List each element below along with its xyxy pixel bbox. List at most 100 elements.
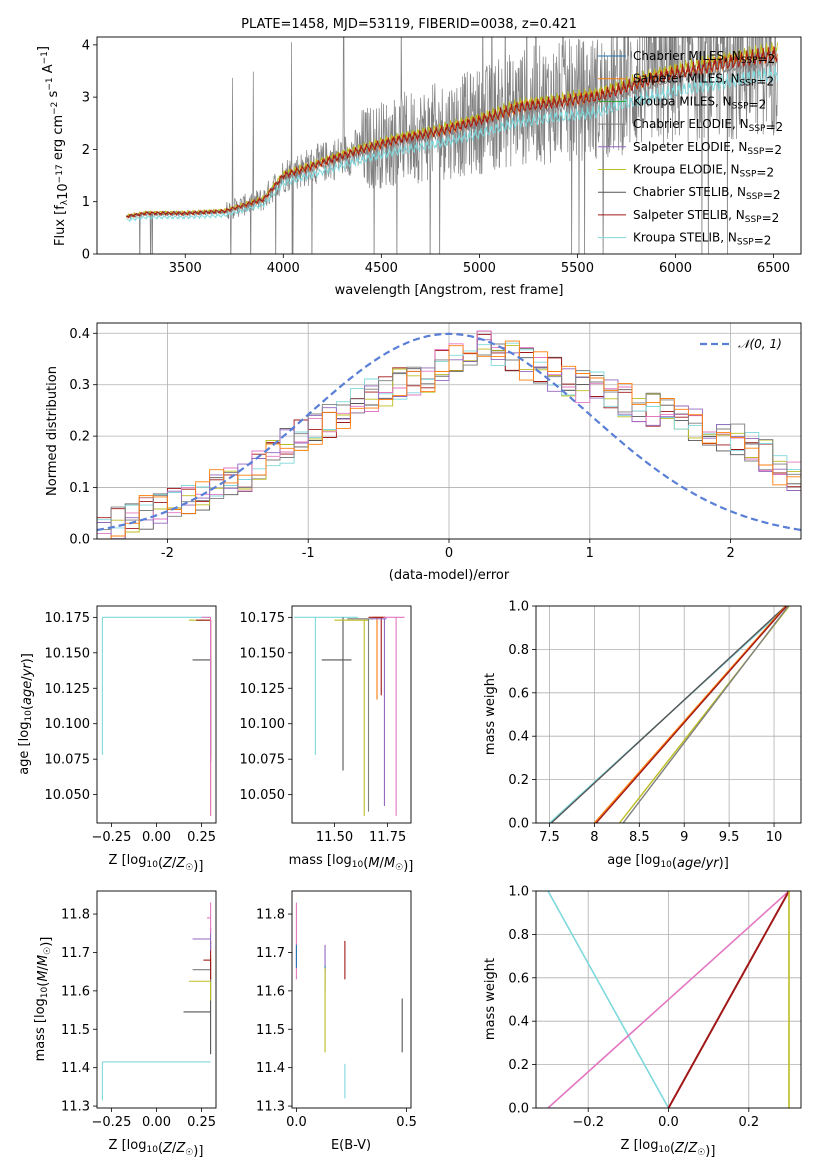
y-tick-label: 0.1 [69,481,90,496]
x-tick-label: 9 [680,830,688,845]
axes-frame [96,36,802,255]
massweight-vs-z-plot-area [547,891,790,1108]
y-tick-label: 10.125 [45,682,91,697]
y-tick-label: 11.8 [61,908,90,923]
y-tick-label: 11.4 [256,1061,285,1076]
y-tick-label: 0.6 [508,971,529,986]
histogram-pink [97,330,801,539]
x-tick-label: 0 [445,546,453,561]
series-salpeter_stelib [595,606,788,823]
legend-label: Salpeter ELODIE, NSSP=2 [633,140,782,157]
x-tick-label: 0.00 [142,1115,171,1130]
x-tick-label: 9.5 [719,830,740,845]
axes-frame [96,605,217,824]
x-tick-label: −0.25 [92,830,132,845]
spectrum-xlabel: wavelength [Angstrom, rest frame] [335,283,564,298]
y-tick-label: 10.075 [240,753,286,768]
axes-frame [291,890,412,1109]
series-salpeter_miles [593,606,787,823]
y-tick-label: 10.050 [240,788,286,803]
x-tick-label: 1 [586,546,594,561]
y-tick-label: 10.100 [45,717,91,732]
y-tick-label: 10.175 [45,611,91,626]
massweight-vs-z-ylabel: mass weight [483,958,498,1040]
y-tick-label: 10.175 [240,611,286,626]
x-tick-label: 0.25 [187,830,216,845]
x-tick-label: 0.0 [658,1115,679,1130]
y-tick-label: 3 [82,91,90,106]
spectrum-ylabel: Flux [fλ10−17 erg cm−2 s−1 A−1] [36,46,71,246]
normal-curve-line [97,332,801,532]
legend-label: Salpeter STELIB, NSSP=2 [633,208,779,225]
y-tick-label: 0.2 [508,1058,529,1073]
axes-frame [535,605,802,824]
y-tick-label: 1.0 [508,885,529,900]
axes-frame [291,605,412,824]
x-tick-label: 11.75 [369,830,406,845]
residuals-legend: 𝒩(0, 1) [700,337,782,351]
y-tick-label: 0.4 [508,730,529,745]
x-tick-label: 0.2 [738,1115,759,1130]
legend-label: Kroupa ELODIE, NSSP=2 [633,163,774,180]
y-tick-label: 11.6 [256,984,285,999]
y-tick-label: 0.4 [69,327,90,342]
y-tick-label: 11.7 [256,946,285,961]
y-tick-label: 0.4 [508,1015,529,1030]
y-tick-label: 2 [82,143,90,158]
series-chabrier_elodie [622,606,789,823]
y-tick-label: 10.125 [240,682,286,697]
series-kroupa_stelib [547,891,670,1108]
residuals-axes: -2 -1 0 1 2 0.0 0.1 0.2 0.3 0.4 [69,322,802,561]
x-tick-label: 11.50 [316,830,353,845]
y-tick-label: 11.3 [256,1100,285,1115]
model-line-kroupa_stelib [126,66,778,223]
massweight-vs-age-ylabel: mass weight [483,673,498,755]
series-salpeter_stelib [667,891,790,1108]
mass-vs-ebv-xlabel: E(B-V) [331,1138,371,1153]
y-tick-label: 1.0 [508,600,529,615]
mass-vs-ebv-axes: 0.0 0.5 11.3 11.4 11.5 11.6 11.7 11.8 [256,890,417,1130]
mass-vs-z-axes: −0.25 0.00 0.25 11.3 11.4 11.5 11.6 11.7 11.8 [61,890,217,1130]
x-tick-label: 6500 [757,261,790,276]
x-tick-label: 0.0 [286,1115,307,1130]
spectrum-legend: Chabrier MILES, NSSP=2 Salpeter MILES, NS… [598,49,783,248]
legend-label: 𝒩(0, 1) [738,337,782,351]
y-tick-label: 11.5 [256,1023,285,1038]
series-chabrier_stelib [550,606,787,823]
massweight-vs-age-plot-area [549,606,790,823]
spectrum-axes: 3500 4000 4500 5000 5500 6000 6500 0 1 2 3 4 [82,36,802,276]
x-tick-label: -1 [302,546,315,561]
legend-label: Kroupa MILES, NSSP=2 [633,94,766,111]
x-tick-label: −0.25 [92,1115,132,1130]
y-tick-label: 0 [82,248,90,263]
massweight-vs-age-xlabel: age [log10(age/yr)] [607,853,729,871]
histogram-salpeter_stelib [97,334,801,529]
histogram-salpeter_elodie [97,339,801,539]
legend-label: Chabrier MILES, NSSP=2 [633,49,775,66]
y-tick-label: 4 [82,38,90,53]
y-tick-label: 11.7 [61,946,90,961]
x-tick-label: 8 [590,830,598,845]
x-tick-label: 0.25 [187,1115,216,1130]
histogram-kroupa_elodie [97,344,801,539]
mass-vs-z-xlabel: Z [log10(Z/Z☉)] [109,1138,204,1159]
mass-vs-z-plot-area [101,902,212,1101]
x-tick-label: 8.5 [629,830,650,845]
age-vs-z-axes: −0.25 0.00 0.25 10.050 10.075 10.100 10.125 10.… [45,605,217,845]
spectrum-plot-area [125,37,778,254]
x-tick-label: 5500 [561,261,594,276]
y-tick-label: 0.0 [508,1102,529,1117]
x-tick-label: 2 [726,546,734,561]
y-tick-label: 0.2 [69,430,90,445]
age-vs-z-ylabel: age [log10(age/yr)] [17,653,35,775]
y-tick-label: 11.3 [61,1100,90,1115]
y-tick-label: 0.8 [508,643,529,658]
legend-label: Salpeter MILES, NSSP=2 [633,72,774,89]
histogram-salpeter_miles [97,340,801,539]
y-tick-label: 10.100 [240,717,286,732]
x-tick-label: 5000 [463,261,496,276]
y-tick-label: 0.0 [508,817,529,832]
x-tick-label: 7.5 [539,830,560,845]
age-vs-z-xlabel: Z [log10(Z/Z☉)] [109,853,204,874]
x-tick-label: 3500 [169,261,202,276]
